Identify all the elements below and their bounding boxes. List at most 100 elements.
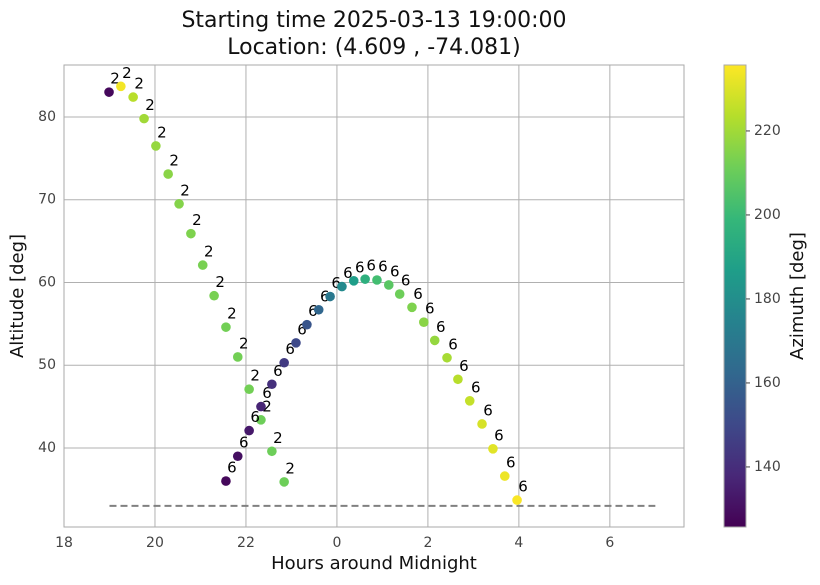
point bbox=[197, 260, 208, 270]
point-label: 6 bbox=[448, 335, 458, 353]
point-label: 2 bbox=[192, 211, 202, 229]
point bbox=[279, 357, 289, 368]
point-label: 6 bbox=[273, 362, 283, 380]
x-tick-label: 20 bbox=[146, 535, 164, 551]
colorbar-label: Azimuth [deg] bbox=[787, 232, 808, 360]
point bbox=[372, 275, 382, 285]
y-tick-label: 80 bbox=[38, 109, 56, 125]
point bbox=[477, 419, 487, 429]
y-tick-label: 50 bbox=[38, 357, 56, 373]
point-label: 6 bbox=[494, 426, 504, 444]
point-label: 6 bbox=[366, 257, 376, 275]
colorbar-tick-label: 220 bbox=[754, 123, 781, 139]
point-label: 6 bbox=[483, 401, 493, 419]
point-label: 6 bbox=[343, 264, 353, 282]
point bbox=[244, 384, 254, 395]
point-label: 6 bbox=[308, 302, 318, 320]
y-axis-label: Altitude [deg] bbox=[7, 234, 28, 358]
point bbox=[499, 471, 510, 481]
colorbar-tick-label: 160 bbox=[754, 375, 781, 391]
point bbox=[279, 477, 289, 487]
point-label: 2 bbox=[262, 397, 272, 415]
x-tick-label: 2 bbox=[423, 535, 432, 551]
point-label: 6 bbox=[390, 262, 400, 280]
colorbar-tick-label: 140 bbox=[754, 459, 781, 475]
point-label: 6 bbox=[239, 434, 249, 452]
point-label: 2 bbox=[204, 243, 214, 261]
point bbox=[429, 335, 440, 346]
point-label: 2 bbox=[180, 181, 190, 199]
chart-title: Starting time 2025-03-13 19:00:00 bbox=[181, 8, 566, 33]
x-axis-label: Hours around Midnight bbox=[271, 553, 477, 574]
point-label: 2 bbox=[157, 123, 167, 141]
point bbox=[512, 495, 522, 505]
point-label: 6 bbox=[401, 272, 411, 290]
point bbox=[302, 319, 312, 330]
x-tick-label: 22 bbox=[237, 535, 255, 551]
point-label: 2 bbox=[273, 429, 283, 447]
point bbox=[453, 374, 463, 385]
point bbox=[360, 274, 370, 284]
point bbox=[256, 401, 266, 412]
point bbox=[232, 352, 243, 362]
point-label: 2 bbox=[215, 273, 225, 291]
point bbox=[325, 291, 335, 302]
x-tick-label: 6 bbox=[605, 535, 614, 551]
point-label: 6 bbox=[459, 357, 469, 375]
x-tick-label: 4 bbox=[514, 535, 523, 551]
point bbox=[139, 113, 149, 124]
point-label: 2 bbox=[239, 334, 249, 352]
point-label: 2 bbox=[122, 64, 132, 82]
point-label: 6 bbox=[285, 340, 295, 358]
colorbar bbox=[723, 64, 747, 528]
point bbox=[394, 289, 405, 299]
point-label: 6 bbox=[331, 274, 341, 292]
point-label: 6 bbox=[518, 478, 528, 496]
point bbox=[186, 228, 196, 239]
x-tick-label: 18 bbox=[55, 535, 73, 551]
point bbox=[256, 415, 266, 425]
point bbox=[221, 322, 231, 332]
point bbox=[232, 451, 243, 462]
point-label: 6 bbox=[436, 318, 446, 336]
point-label: 2 bbox=[285, 459, 295, 477]
point-label: 6 bbox=[506, 454, 516, 472]
point bbox=[244, 425, 254, 436]
point-label: 6 bbox=[471, 378, 481, 396]
y-tick-label: 70 bbox=[38, 192, 56, 208]
point-label: 6 bbox=[297, 320, 307, 338]
y-tick-label: 60 bbox=[38, 274, 56, 290]
point-label: 2 bbox=[227, 305, 237, 323]
y-tick-label: 40 bbox=[38, 440, 56, 456]
point-label: 6 bbox=[227, 459, 237, 477]
point bbox=[163, 169, 173, 179]
point-label: 6 bbox=[320, 287, 330, 305]
point-label: 6 bbox=[425, 300, 435, 318]
point bbox=[116, 81, 126, 92]
point bbox=[151, 141, 161, 151]
point bbox=[209, 290, 219, 301]
point bbox=[383, 280, 394, 290]
x-tick-label: 0 bbox=[332, 535, 341, 551]
point bbox=[407, 302, 417, 313]
point-label: 6 bbox=[262, 384, 272, 402]
colorbar-tick-label: 200 bbox=[754, 207, 781, 223]
point bbox=[291, 338, 301, 348]
point-label: 6 bbox=[413, 285, 423, 303]
point bbox=[488, 444, 498, 454]
point bbox=[267, 446, 277, 457]
point-label: 6 bbox=[250, 408, 260, 426]
point bbox=[442, 352, 452, 363]
point bbox=[337, 281, 347, 292]
point-label: 2 bbox=[110, 70, 120, 88]
point bbox=[174, 199, 184, 209]
point bbox=[128, 92, 138, 102]
point-label: 2 bbox=[250, 367, 260, 385]
point bbox=[267, 379, 277, 390]
point bbox=[313, 304, 324, 315]
point-label: 6 bbox=[355, 258, 365, 276]
point bbox=[104, 87, 114, 97]
point bbox=[419, 317, 429, 327]
point bbox=[464, 396, 475, 406]
